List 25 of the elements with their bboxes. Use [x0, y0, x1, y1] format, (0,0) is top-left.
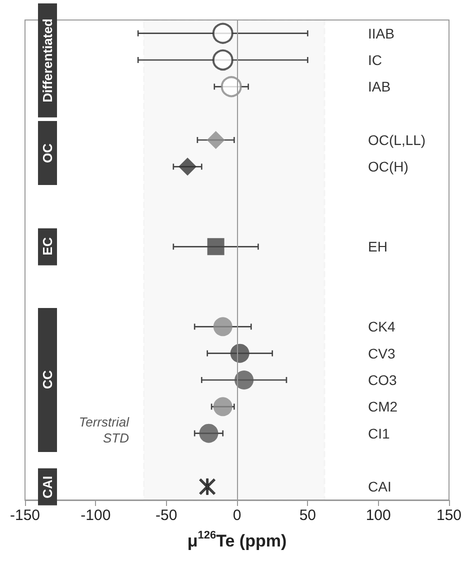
y-tick-label: CAI [368, 478, 392, 495]
group-label: OC [38, 121, 57, 186]
y-tick-label: CO3 [368, 372, 397, 388]
y-tick-label: CV3 [368, 345, 396, 362]
x-tick-label: -50 [155, 507, 178, 524]
y-tick-label: CI1 [368, 425, 390, 442]
y-tick-label: IC [368, 52, 382, 68]
x-tick-label: -100 [80, 507, 111, 524]
x-tick-label: 150 [436, 507, 462, 524]
group-label: CC [38, 308, 57, 452]
group-label: Differentiated [38, 2, 57, 118]
x-tick-label: -150 [10, 507, 40, 524]
y-tick-label: EH [368, 238, 388, 255]
x-tick-label: 50 [299, 507, 316, 524]
y-tick-label: CK4 [368, 318, 396, 335]
band-label: Terrstrial STD [78, 414, 130, 446]
x-tick-label: 0 [232, 507, 242, 524]
group-label: EC [38, 228, 57, 266]
y-tick-label: OC(L,LL) [368, 132, 426, 148]
y-tick-label: OC(H) [368, 158, 408, 175]
y-tick-label: CM2 [368, 398, 398, 415]
x-tick-label: 100 [366, 507, 391, 524]
y-tick-label: IIAB [368, 25, 394, 42]
group-label: CAI [38, 468, 57, 506]
y-tick-label: IAB [368, 78, 391, 95]
